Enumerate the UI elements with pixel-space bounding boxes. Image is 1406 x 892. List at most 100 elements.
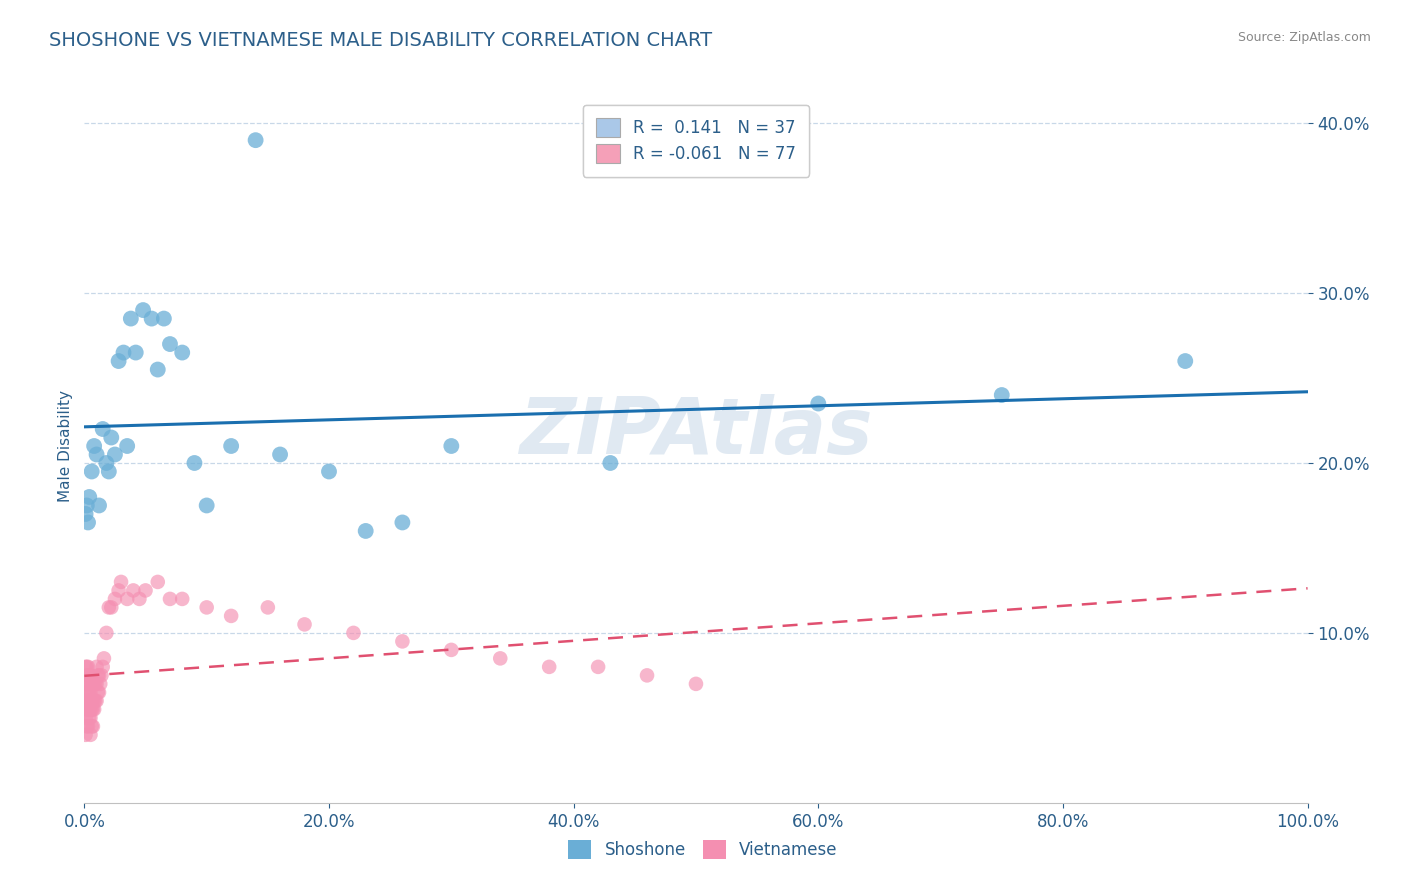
Point: [599, 456, 621, 470]
Point: [354, 524, 377, 538]
Point: [219, 608, 242, 623]
Point: [89, 677, 111, 691]
Point: [87, 668, 110, 682]
Point: [991, 388, 1014, 402]
Point: [183, 456, 205, 470]
Point: [807, 396, 830, 410]
Point: [79, 694, 101, 708]
Point: [80, 677, 103, 691]
Point: [636, 668, 658, 682]
Point: [75, 728, 97, 742]
Point: [87, 499, 110, 513]
Point: [80, 702, 103, 716]
Point: [115, 591, 138, 606]
Point: [82, 719, 104, 733]
Point: [294, 617, 316, 632]
Point: [342, 626, 364, 640]
Point: [77, 677, 100, 691]
Point: [104, 448, 127, 462]
Point: [440, 643, 463, 657]
Point: [77, 516, 100, 530]
Point: [87, 668, 110, 682]
Point: [82, 702, 104, 716]
Point: [77, 711, 100, 725]
Point: [391, 516, 413, 530]
Point: [132, 303, 155, 318]
Point: [120, 311, 142, 326]
Point: [77, 702, 100, 716]
Point: [146, 574, 169, 589]
Point: [318, 465, 340, 479]
Point: [84, 677, 107, 691]
Point: [75, 677, 97, 691]
Point: [96, 626, 118, 640]
Point: [91, 422, 114, 436]
Point: [125, 345, 148, 359]
Point: [195, 499, 218, 513]
Point: [159, 337, 181, 351]
Point: [107, 583, 129, 598]
Point: [77, 685, 100, 699]
Point: [1174, 354, 1197, 368]
Point: [96, 456, 118, 470]
Point: [83, 439, 105, 453]
Point: [86, 677, 108, 691]
Point: [79, 728, 101, 742]
Y-axis label: Male Disability: Male Disability: [58, 390, 73, 502]
Point: [141, 311, 163, 326]
Point: [159, 591, 181, 606]
Point: [86, 448, 108, 462]
Point: [77, 694, 100, 708]
Point: [257, 600, 280, 615]
Point: [128, 591, 150, 606]
Point: [86, 694, 108, 708]
Text: ZIPAtlas: ZIPAtlas: [519, 393, 873, 470]
Point: [195, 600, 218, 615]
Point: [97, 600, 120, 615]
Point: [76, 668, 98, 682]
Point: [79, 702, 101, 716]
Point: [77, 685, 100, 699]
Text: SHOSHONE VS VIETNAMESE MALE DISABILITY CORRELATION CHART: SHOSHONE VS VIETNAMESE MALE DISABILITY C…: [49, 31, 713, 50]
Point: [77, 702, 100, 716]
Point: [77, 660, 100, 674]
Point: [79, 711, 101, 725]
Point: [489, 651, 512, 665]
Point: [83, 694, 105, 708]
Point: [82, 694, 104, 708]
Point: [82, 677, 104, 691]
Point: [245, 133, 267, 147]
Point: [75, 711, 97, 725]
Point: [75, 507, 97, 521]
Point: [77, 694, 100, 708]
Point: [269, 448, 291, 462]
Point: [79, 668, 101, 682]
Point: [153, 311, 176, 326]
Point: [112, 345, 135, 359]
Point: [76, 702, 98, 716]
Point: [91, 660, 114, 674]
Point: [75, 694, 97, 708]
Point: [76, 660, 98, 674]
Point: [83, 677, 105, 691]
Point: [391, 634, 413, 648]
Point: [75, 660, 97, 674]
Point: [538, 660, 561, 674]
Point: [107, 354, 129, 368]
Point: [79, 685, 101, 699]
Point: [440, 439, 463, 453]
Point: [93, 651, 115, 665]
Point: [77, 719, 100, 733]
Point: [100, 430, 122, 444]
Point: [76, 685, 98, 699]
Point: [104, 591, 127, 606]
Point: [135, 583, 157, 598]
Point: [90, 668, 112, 682]
Point: [586, 660, 609, 674]
Point: [219, 439, 242, 453]
Point: [87, 685, 110, 699]
Point: [84, 694, 107, 708]
Point: [77, 490, 100, 504]
Point: [685, 677, 707, 691]
Point: [97, 465, 120, 479]
